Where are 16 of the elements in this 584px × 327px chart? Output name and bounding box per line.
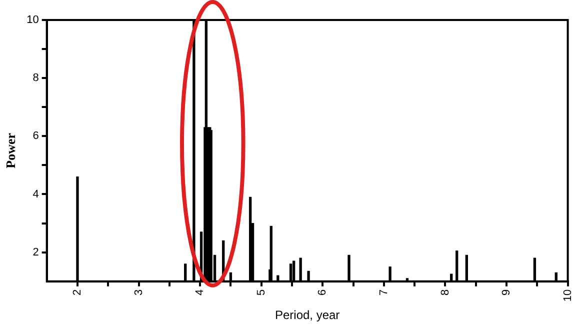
x-tick-label: 2 <box>72 289 84 296</box>
x-axis-title: Period, year <box>274 308 340 322</box>
x-tick-label: 9 <box>500 289 513 296</box>
y-axis-title: Power <box>3 132 18 168</box>
y-tick-label: 2 <box>32 246 39 258</box>
y-tick-label: 6 <box>32 130 39 142</box>
x-tick-label: 3 <box>132 289 145 296</box>
x-tick-label: 6 <box>316 289 329 296</box>
x-tick-label: 4 <box>194 289 206 296</box>
x-tick-label: 7 <box>378 289 390 296</box>
x-tick-label: 5 <box>255 289 268 296</box>
y-tick-label: 4 <box>32 188 39 200</box>
y-tick-label: 8 <box>32 72 39 84</box>
y-tick-label: 10 <box>26 14 39 26</box>
x-tick-label: 8 <box>439 289 452 296</box>
x-tick-label: 10 <box>562 289 574 302</box>
